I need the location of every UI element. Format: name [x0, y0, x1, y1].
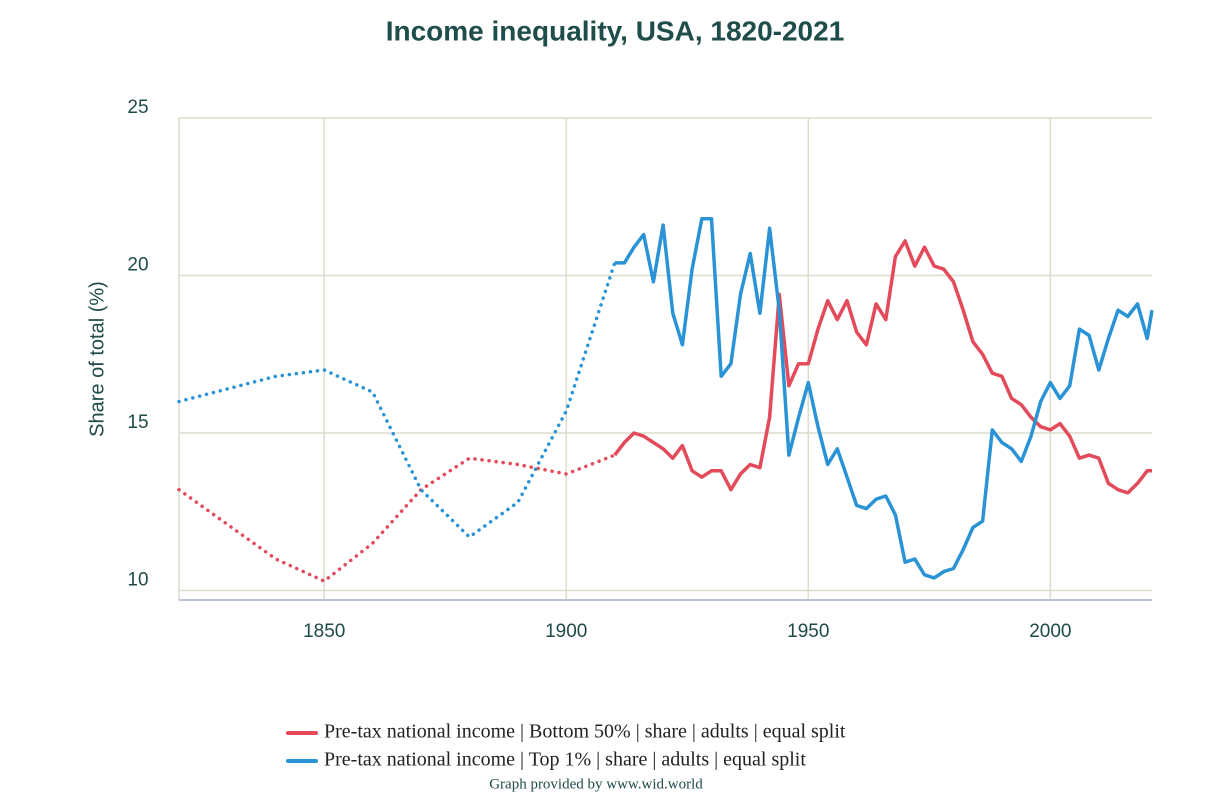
footer: Graph provided by www.wid.world [489, 776, 703, 792]
x-tick-label: 1900 [545, 621, 587, 642]
y-tick-label: 20 [127, 255, 148, 276]
x-tick-label: 1950 [787, 621, 829, 642]
y-tick-label: 25 [127, 97, 148, 118]
series-line [614, 217, 1154, 580]
series-line [177, 453, 617, 583]
y-tick-label: 15 [127, 412, 148, 433]
series-line [177, 261, 617, 539]
chart-title: Income inequality, USA, 1820-2021 [386, 15, 845, 46]
y-axis-title: Share of total (%) [86, 281, 108, 437]
legend-label: Pre-tax national income | Top 1% | share… [324, 749, 806, 771]
y-tick-label: 10 [127, 570, 148, 591]
x-tick-label: 1850 [303, 621, 345, 642]
x-tick-label: 2000 [1029, 621, 1071, 642]
series-line [613, 239, 1152, 495]
legend-label: Pre-tax national income | Bottom 50% | s… [324, 721, 846, 743]
